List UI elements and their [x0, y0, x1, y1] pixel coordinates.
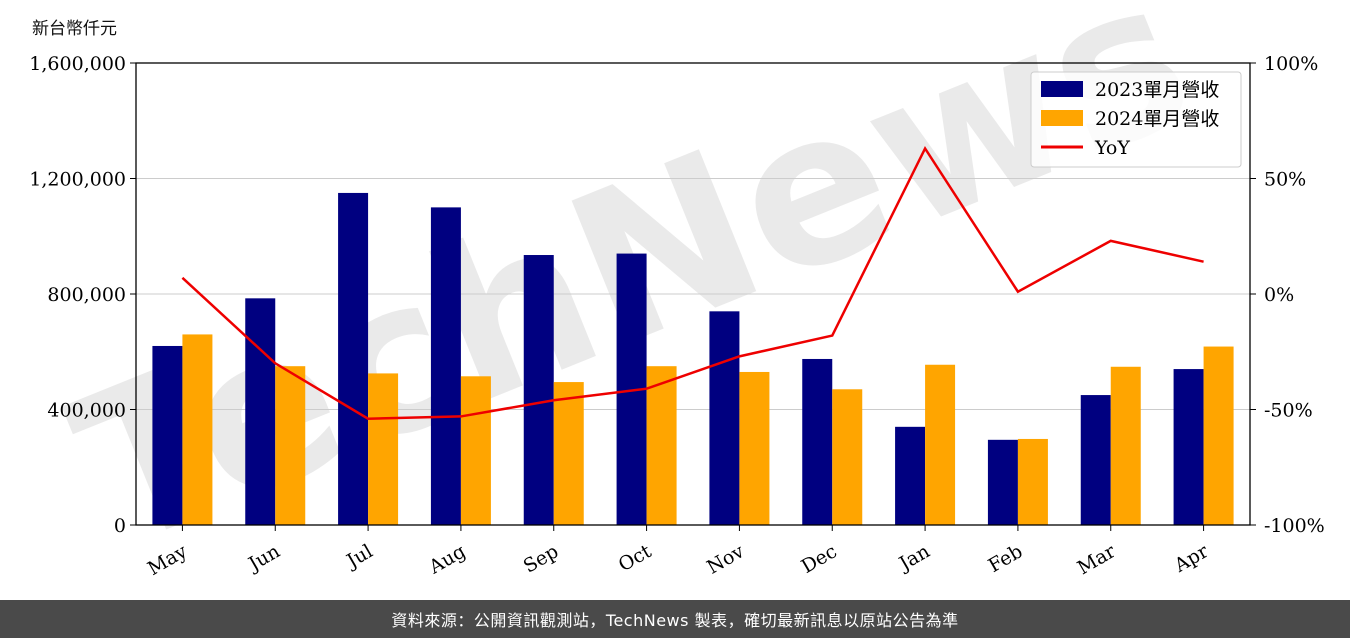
y-left-tick-label: 400,000 [47, 400, 126, 422]
x-tick-label-dec: Dec [798, 540, 841, 578]
bar-2024-oct [646, 366, 677, 525]
y-right-tick-label: 0% [1264, 284, 1294, 306]
bar-2023-dec [802, 358, 833, 525]
y-left-tick-label: 1,200,000 [29, 169, 126, 191]
x-tick-label-sep: Sep [520, 540, 563, 577]
source-footer: 資料來源：公開資訊觀測站，TechNews 製表，確切最新訊息以原站公告為準 [0, 600, 1350, 638]
bar-2023-aug [430, 207, 461, 525]
bar-2024-jun [275, 366, 306, 525]
bar-2024-sep [553, 382, 584, 525]
bar-2024-aug [460, 376, 491, 525]
x-tick-label-feb: Feb [985, 540, 1027, 577]
bar-2024-jan [925, 364, 956, 525]
y-right-tick-label: 100% [1264, 53, 1318, 75]
y-left-tick-label: 0 [114, 515, 126, 537]
y-right-tick-label: -50% [1264, 400, 1313, 422]
x-tick-label-apr: Apr [1170, 540, 1213, 577]
bar-2023-mar [1080, 395, 1111, 525]
x-tick-label-oct: Oct [615, 540, 656, 576]
y-axis-unit-label: 新台幣仟元 [32, 19, 117, 39]
legend-box [1030, 71, 1242, 168]
y-left-tick-label: 800,000 [47, 284, 126, 306]
bar-2024-nov [739, 371, 770, 525]
y-right-tick-label: -100% [1264, 515, 1325, 537]
bar-2024-dec [832, 389, 863, 525]
bar-2024-may [182, 334, 213, 525]
bar-2023-jul [338, 192, 369, 525]
bars [152, 192, 1234, 526]
x-tick-label-nov: Nov [703, 540, 748, 579]
bar-2024-jul [368, 373, 399, 525]
legend-swatch [1041, 81, 1083, 97]
x-tick-label-mar: Mar [1074, 540, 1120, 579]
yoy-line-layer [181, 145, 1204, 420]
bar-2024-apr [1203, 346, 1234, 525]
legend: 2023單月營收 2024單月營收 YoY [1030, 71, 1242, 168]
bar-2023-jan [895, 426, 926, 525]
yoy-line [181, 145, 1204, 420]
bar-2024-mar [1110, 366, 1141, 525]
x-tick-label-jul: Jul [341, 540, 376, 573]
bar-2023-jun [245, 298, 276, 525]
bar-2023-nov [709, 311, 740, 525]
bar-2023-may [152, 345, 183, 525]
y-left-tick-label: 1,600,000 [29, 53, 126, 75]
bar-2023-apr [1173, 369, 1204, 525]
x-tick-label-aug: Aug [425, 540, 470, 579]
legend-label: 2023單月營收 [1095, 79, 1219, 101]
legend-swatch [1041, 110, 1083, 126]
legend-label: YoY [1094, 137, 1130, 159]
revenue-chart: TechNews 0400,000800,0001,200,0001,600,0… [29, 0, 1325, 595]
bar-2023-sep [523, 255, 554, 526]
grid-lines [136, 178, 1250, 410]
bar-2024-feb [1017, 438, 1048, 525]
legend-label: 2024單月營收 [1095, 108, 1219, 130]
x-tick-label-jan: Jan [894, 540, 934, 576]
bar-2023-feb [987, 439, 1018, 525]
y-right-tick-label: 50% [1264, 169, 1306, 191]
